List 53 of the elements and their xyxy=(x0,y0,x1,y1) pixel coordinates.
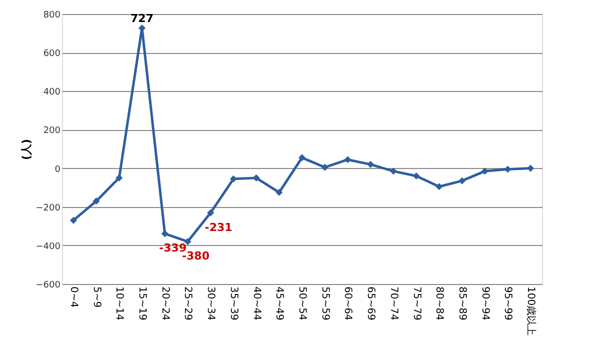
x-tick-label: 90~94 xyxy=(479,286,490,320)
x-tick-label: 20~24 xyxy=(159,286,170,320)
point xyxy=(504,166,512,173)
point xyxy=(344,156,352,164)
point xyxy=(436,183,443,190)
y-tick-label: 400 xyxy=(43,88,61,98)
data-label: -339 xyxy=(159,242,187,255)
point xyxy=(412,172,420,180)
data-label: -231 xyxy=(204,220,232,234)
point xyxy=(252,174,260,182)
x-tick-label: 95~99 xyxy=(502,286,514,320)
point xyxy=(527,164,534,172)
y-tick-label: 800 xyxy=(43,10,61,20)
point xyxy=(481,168,488,175)
point xyxy=(321,164,328,171)
point xyxy=(367,160,374,168)
x-tick-label: 75~79 xyxy=(410,286,422,320)
point xyxy=(390,168,397,175)
y-tick-label: 200 xyxy=(43,126,61,136)
point xyxy=(184,238,192,246)
y-tick-label: 600 xyxy=(43,49,61,60)
point xyxy=(116,174,123,182)
y-tick-label: −600 xyxy=(36,280,61,290)
point xyxy=(230,175,237,182)
y-tick-label: −200 xyxy=(36,203,61,214)
y-tick-label: −400 xyxy=(36,242,61,252)
point xyxy=(70,216,77,224)
x-tick-label: 40~44 xyxy=(250,286,262,320)
x-tick-label: 30~34 xyxy=(205,286,216,320)
x-tick-label: 80~84 xyxy=(434,286,445,320)
data-label: 727 xyxy=(130,12,154,26)
x-tick-label: 65~69 xyxy=(365,286,376,320)
x-tick-label: 10~14 xyxy=(114,286,125,320)
y-axis-title: (人) xyxy=(20,138,33,160)
point xyxy=(276,188,283,196)
point xyxy=(161,230,168,238)
x-tick-label: 45~49 xyxy=(274,286,285,320)
x-tick-label: 85~89 xyxy=(456,286,468,320)
x-tick-label: 100歳以上 xyxy=(525,286,538,336)
x-tick-label: 25~29 xyxy=(182,286,194,320)
y-tick-label: 0 xyxy=(54,164,61,175)
point xyxy=(92,198,100,205)
point xyxy=(298,154,306,162)
x-tick-label: 60~64 xyxy=(342,286,354,320)
x-tick-label: 15~19 xyxy=(136,286,148,320)
x-tick-label: 0~4 xyxy=(68,286,79,308)
x-tick-label: 70~74 xyxy=(388,286,399,320)
point xyxy=(458,177,466,184)
x-tick-label: 35~39 xyxy=(228,286,239,320)
x-tick-label: 50~54 xyxy=(296,286,308,320)
x-tick-label: 55~59 xyxy=(319,286,330,320)
x-tick-label: 5~9 xyxy=(90,286,102,308)
point xyxy=(207,209,214,216)
